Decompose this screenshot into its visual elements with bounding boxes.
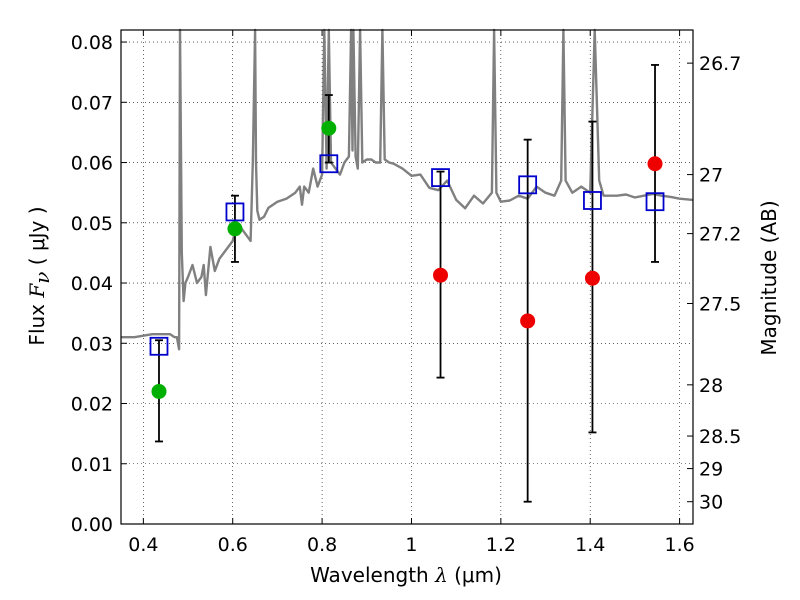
right-tick-label: 27.5 — [699, 294, 741, 316]
y-tick-label: 0.00 — [71, 514, 113, 536]
x-axis-ticks: 0.4 0.6 0.8 1 1.2 1.4 1.6 — [128, 30, 695, 556]
x-tick-label: 0.6 — [218, 534, 248, 556]
errorbars-layer — [154, 64, 660, 503]
y-axis-label: Flux Fν ( μJy ) — [25, 206, 54, 345]
right-tick-label: 27.2 — [699, 224, 741, 246]
right-tick-label: 26.7 — [699, 53, 741, 75]
upper-limit-point — [433, 267, 449, 283]
markers-layer — [149, 120, 665, 399]
right-tick-label: 29 — [699, 459, 723, 481]
spectrum-line — [121, 28, 694, 351]
x-tick-label: 1 — [405, 534, 417, 556]
y-tick-label: 0.03 — [71, 333, 113, 355]
y-tick-label: 0.04 — [71, 273, 113, 295]
right-axis-label: Magnitude (AB) — [757, 200, 781, 355]
right-axis-ticks: 26.7 27 27.2 27.5 28 28.5 29 30 — [687, 53, 741, 514]
y-tick-label: 0.08 — [71, 32, 113, 54]
y-tick-label: 0.06 — [71, 153, 113, 175]
model-point-square — [583, 191, 602, 210]
right-tick-label: 28 — [699, 375, 723, 397]
model-point-square — [645, 192, 665, 212]
upper-limit-point — [647, 156, 663, 172]
right-tick-label: 27 — [699, 165, 723, 187]
model-point-square — [149, 336, 169, 356]
right-tick-label: 28.5 — [699, 426, 741, 448]
x-tick-label: 0.8 — [307, 534, 337, 556]
upper-limit-point — [584, 270, 600, 286]
x-tick-label: 1.4 — [575, 534, 605, 556]
y-axis-ticks: 0.00 0.01 0.02 0.03 0.04 0.05 0.06 0.07 0.08 — [71, 32, 127, 536]
model-point-square — [319, 154, 339, 174]
x-tick-label: 0.4 — [128, 534, 158, 556]
detection-point — [227, 221, 243, 237]
y-tick-label: 0.02 — [71, 394, 113, 416]
upper-limit-point — [520, 313, 536, 329]
right-tick-label: 30 — [699, 492, 723, 514]
x-axis-label: Wavelength λ (μm) — [310, 563, 502, 587]
model-point-square — [225, 202, 245, 222]
model-point-square — [431, 168, 450, 187]
y-tick-label: 0.05 — [71, 213, 113, 235]
y-tick-label: 0.07 — [71, 92, 113, 114]
detection-point — [151, 383, 167, 399]
plot-frame — [120, 29, 694, 525]
detection-point — [321, 120, 337, 136]
spectrum-layer — [121, 28, 694, 351]
y-tick-label: 0.01 — [71, 454, 113, 476]
x-tick-label: 1.2 — [486, 534, 516, 556]
model-point-square — [518, 175, 538, 195]
x-tick-label: 1.6 — [664, 534, 694, 556]
